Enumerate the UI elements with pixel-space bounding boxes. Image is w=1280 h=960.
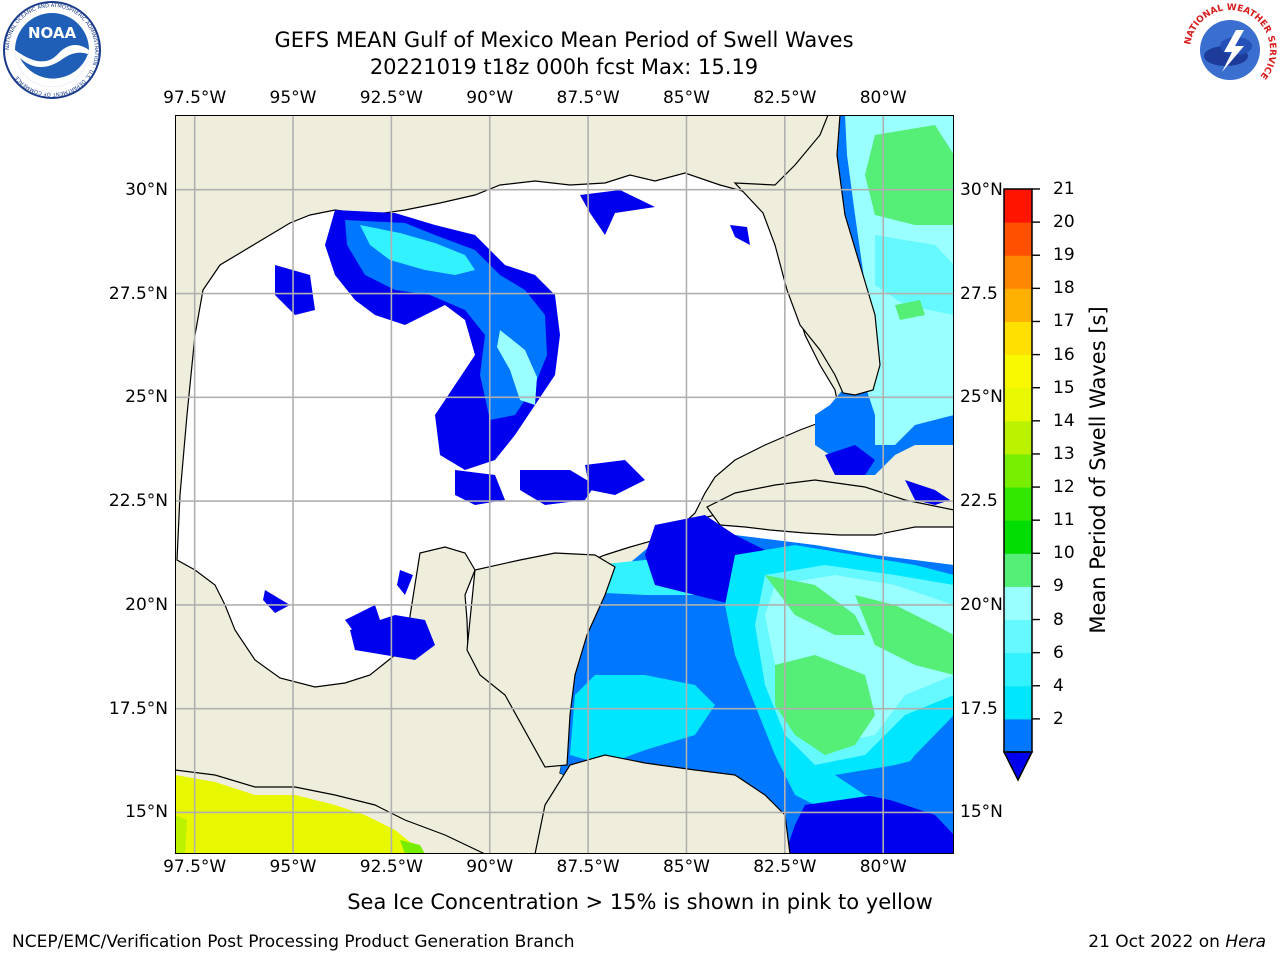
colorbar-label: 2	[1053, 708, 1064, 729]
colorbar-label: 12	[1053, 477, 1075, 498]
lon-tick-label: 92.5°W	[359, 857, 423, 877]
lon-tick-label: 85°W	[662, 88, 710, 108]
colorbar-segment	[1004, 652, 1032, 687]
lon-tick-label: 82.5°W	[753, 857, 817, 877]
footer-right: 21 Oct 2022 on Hera	[1088, 932, 1266, 952]
colorbar	[1002, 188, 1040, 782]
colorbar-segment	[1004, 586, 1032, 621]
colorbar-segment	[1004, 520, 1032, 554]
colorbar-segment	[1004, 453, 1032, 488]
lat-tick-label: 30°N	[125, 179, 168, 200]
yucatan-land	[466, 552, 616, 768]
colorbar-label: 18	[1053, 278, 1075, 299]
colorbar-segment	[1004, 420, 1032, 455]
florida-land	[733, 115, 881, 396]
colorbar-segment	[1004, 685, 1032, 720]
lon-tick-label: 90°W	[466, 857, 514, 877]
lat-tick-label: 20°N	[960, 594, 1003, 615]
lat-tick-label: 15°N	[960, 802, 1003, 823]
lat-tick-label: 17.5°N	[108, 698, 168, 719]
lat-tick-label: 20°N	[125, 594, 168, 615]
footer-left: NCEP/EMC/Verification Post Processing Pr…	[12, 932, 575, 952]
colorbar-label: 21	[1053, 179, 1075, 199]
colorbar-label: 13	[1053, 443, 1075, 464]
map-panel	[175, 115, 954, 854]
lon-tick-label: 87.5°W	[556, 88, 620, 108]
colorbar-segment	[1004, 222, 1032, 256]
colorbar-segment	[1004, 487, 1032, 521]
lon-tick-label: 92.5°W	[359, 88, 423, 108]
colorbar-label: 14	[1053, 410, 1075, 431]
lat-tick-label: 27.5	[960, 283, 998, 304]
cuba-land	[706, 479, 954, 536]
colorbar-label: 10	[1053, 543, 1075, 564]
lon-tick-label: 95°W	[269, 857, 317, 877]
colorbar-label: 8	[1053, 609, 1064, 630]
chart-title: GEFS MEAN Gulf of Mexico Mean Period of …	[274, 28, 854, 52]
lat-tick-label: 25°N	[125, 387, 168, 408]
chart-subtitle: 20221019 t18z 000h fcst Max: 15.19	[369, 55, 759, 79]
footer-host: Hera	[1225, 932, 1266, 952]
graticule	[175, 115, 954, 854]
lon-tick-label: 80°W	[859, 857, 907, 877]
colorbar-segment	[1004, 553, 1032, 587]
nws-logo: NATIONAL WEATHER SERVICE	[1182, 2, 1278, 98]
colorbar-label: 4	[1053, 675, 1064, 696]
colorbar-frame	[1003, 188, 1033, 753]
noaa-logo: NOAA NATIONAL OCEANIC AND ATMOSPHERIC AD…	[3, 1, 101, 99]
colorbar-segment	[1004, 387, 1032, 422]
colorbar-label: 15	[1053, 377, 1075, 398]
colorbar-label: 20	[1053, 212, 1075, 233]
colorbar-segment	[1004, 619, 1032, 654]
colorbar-label: 16	[1053, 344, 1075, 365]
lon-tick-label: 95°W	[269, 88, 317, 108]
lat-tick-label: 25°N	[960, 387, 1003, 408]
pacific-swell-field	[175, 775, 425, 854]
swell-period-field	[263, 115, 954, 854]
lon-tick-label: 80°W	[859, 88, 907, 108]
footer-date: 21 Oct 2022 on	[1088, 932, 1226, 952]
lon-tick-label: 97.5°W	[163, 88, 227, 108]
colorbar-label: 17	[1053, 311, 1075, 332]
lon-tick-label: 85°W	[662, 857, 710, 877]
sea-ice-note: Sea Ice Concentration > 15% is shown in …	[347, 890, 933, 914]
lon-tick-label: 82.5°W	[753, 88, 817, 108]
colorbar-label: 6	[1053, 642, 1064, 663]
lat-tick-label: 22.5°N	[108, 491, 168, 512]
lon-tick-label: 97.5°W	[163, 857, 227, 877]
colorbar-label: 9	[1053, 576, 1064, 597]
colorbar-segment	[1004, 189, 1032, 223]
colorbar-segment	[1004, 255, 1032, 289]
colorbar-segment	[1004, 718, 1032, 753]
lon-tick-label: 90°W	[466, 88, 514, 108]
lat-tick-label: 22.5	[960, 491, 998, 512]
lat-tick-label: 27.5°N	[108, 283, 168, 304]
lat-tick-label: 30°N	[960, 179, 1003, 200]
colorbar-label: 19	[1053, 245, 1075, 266]
colorbar-under-arrow	[1002, 751, 1034, 782]
colorbar-segment	[1004, 354, 1032, 389]
lat-tick-label: 17.5	[960, 698, 998, 719]
colorbar-segment	[1004, 288, 1032, 322]
colorbar-segment	[1004, 321, 1032, 356]
colorbar-title: Mean Period of Swell Waves [s]	[1086, 306, 1110, 634]
noaa-logo-text: NOAA	[28, 24, 77, 42]
colorbar-label: 11	[1053, 510, 1075, 531]
lat-tick-label: 15°N	[125, 802, 168, 823]
lon-tick-label: 87.5°W	[556, 857, 620, 877]
